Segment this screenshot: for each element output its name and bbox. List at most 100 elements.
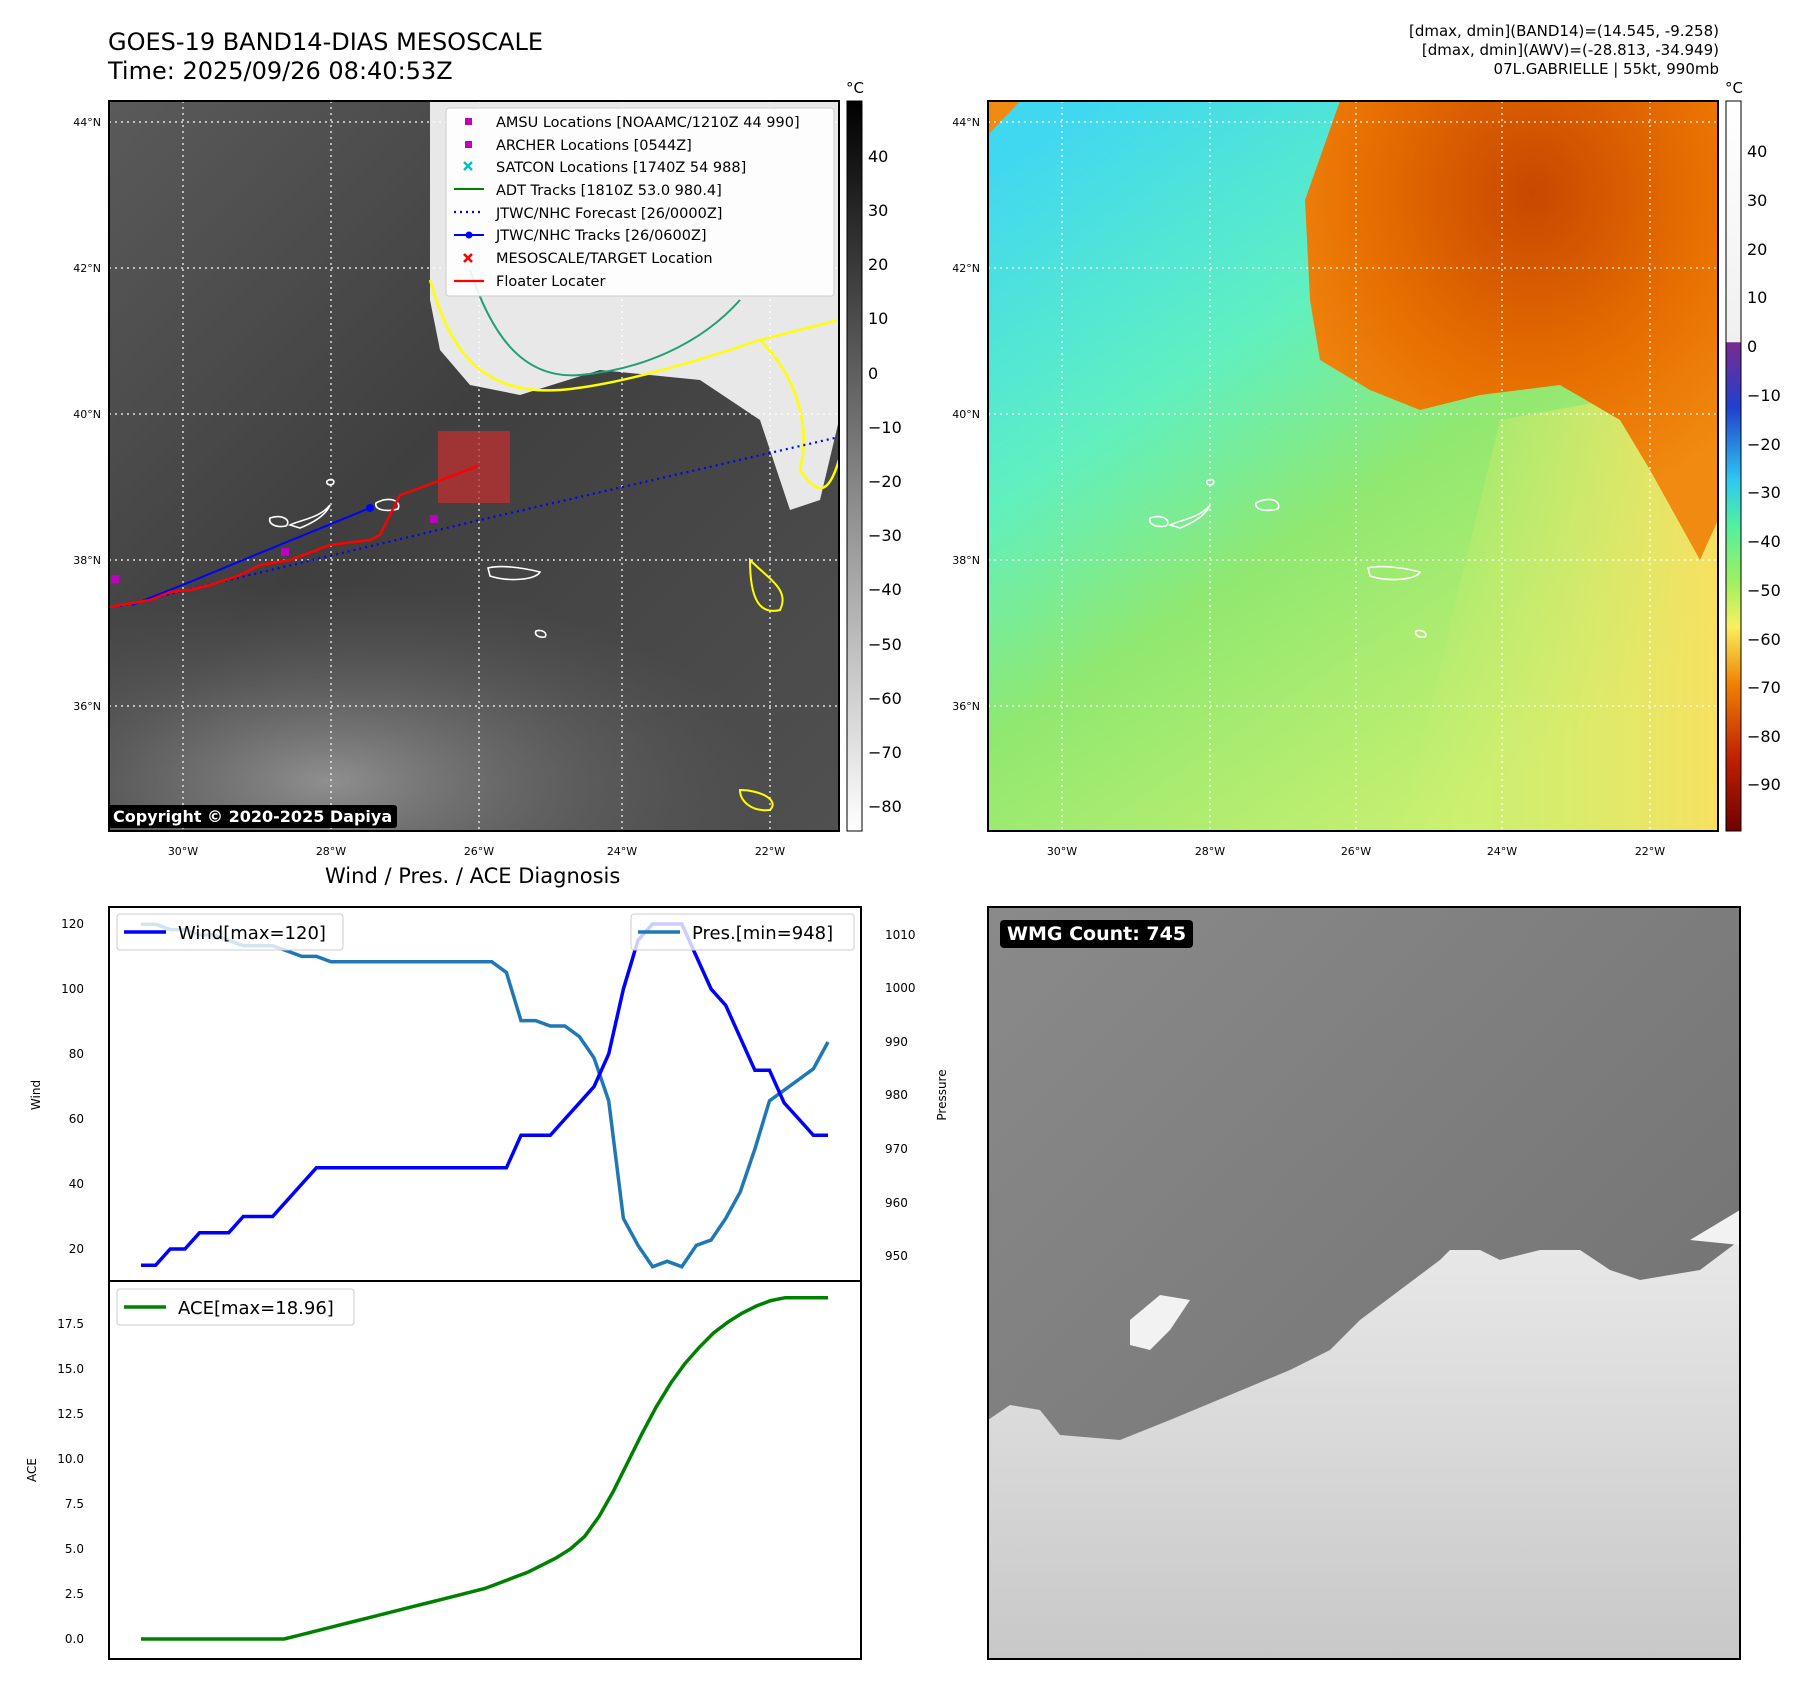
ace-tick: 12.5 [57,1407,84,1421]
ir-colorbar-tick: −10 [868,418,902,437]
wv-colorbar-tick: 20 [1747,240,1767,259]
ace-ticks: 17.5 15.0 12.5 10.0 7.5 5.0 2.5 0.0 [57,1317,84,1646]
ir-frame [108,100,840,832]
ir-lat-tick: 40°N [73,408,101,421]
title-line-2: Time: 2025/09/26 08:40:53Z [108,57,453,85]
ir-colorbar-tick: −20 [868,472,902,491]
ace-axes [108,1280,862,1660]
wv-colorbar-tick: 0 [1747,337,1757,356]
pressure-ticks: 1010 1000 990 980 970 960 950 [885,928,916,1263]
ir-colorbar-tick: 20 [868,255,888,274]
ace-tick: 2.5 [65,1587,84,1601]
wind-tick: 100 [61,982,84,996]
wv-lat-tick: 36°N [952,700,980,713]
title-line-1: GOES-19 BAND14-DIAS MESOSCALE [108,28,544,56]
legend-satcon-x-icon [463,161,473,171]
pressure-tick: 990 [885,1035,908,1049]
legend-label-floater: Floater Locater [496,274,605,290]
wind-legend: Wind[max=120] [116,913,344,951]
wind-axis-label: Wind [29,1080,43,1110]
ir-lat-tick: 38°N [73,554,101,567]
ace-tick: 0.0 [65,1632,84,1646]
ace-legend: ACE[max=18.96] [116,1288,355,1326]
wv-lat-tick: 40°N [952,408,980,421]
info-line-2: [dmax, dmin](AWV)=(-28.813, -34.949) [1421,41,1719,59]
ir-colorbar-tick: 10 [868,309,888,328]
wv-colorbar-tick: −30 [1747,483,1781,502]
wv-colorbar-tick: −50 [1747,581,1781,600]
wv-colorbar-tick: −90 [1747,775,1781,794]
ir-colorbar [846,100,863,832]
ir-lat-tick: 44°N [73,116,101,129]
legend-archer-square-icon [465,141,472,148]
legend-label-adt: ADT Tracks [1810Z 53.0 980.4] [496,183,722,199]
wv-gridlines [988,101,1718,831]
wv-colorbar-tick: −70 [1747,678,1781,697]
wv-colorbar-tick: −40 [1747,532,1781,551]
map-legend: AMSU Locations [NOAAMC/1210Z 44 990] ARC… [445,107,835,297]
wv-lat-tick: 44°N [952,116,980,129]
legend-label-satcon: SATCON Locations [1740Z 54 988] [496,160,746,176]
legend-label-target: MESOSCALE/TARGET Location [496,251,713,267]
pressure-legend-label: Pres.[min=948] [692,923,833,944]
ir-colorbar-tick: 40 [868,147,888,166]
ir-colorbar-tick: −30 [868,526,902,545]
ir-yellow-contour-east [759,339,839,490]
ace-plot [141,1295,828,1641]
wind-series-line [141,922,828,1268]
legend-label-forecast: JTWC/NHC Forecast [26/0000Z] [495,206,722,222]
legend-amsu-square-icon [465,118,472,125]
wv-frame [987,100,1719,832]
ir-colorbar-tick: 30 [868,201,888,220]
pressure-tick: 960 [885,1196,908,1210]
pressure-tick: 950 [885,1249,908,1263]
info-line-3: 07L.GABRIELLE | 55kt, 990mb [1493,60,1719,78]
wmg-panel [988,907,1740,1659]
legend-label-jtwc: JTWC/NHC Tracks [26/0600Z] [495,228,707,244]
jtwc-track-point [366,504,374,512]
legend-jtwc-line-dot-icon [454,231,484,239]
ace-tick: 17.5 [57,1317,84,1331]
ace-tick: 15.0 [57,1362,84,1376]
ir-lon-tick: 26°W [464,845,494,858]
wmg-count-badge: WMG Count: 745 [1000,920,1194,948]
ir-colorbar-ticks: 40 30 20 10 0 −10 −20 −30 −40 −50 −60 −7… [868,147,902,816]
ir-yellow-blob [748,557,784,612]
wind-tick: 40 [69,1177,84,1191]
ir-colorbar-tick: −50 [868,635,902,654]
wind-ticks: 120 100 80 60 40 20 [61,917,84,1256]
archer-marker [281,548,289,556]
wmg-cold-region [988,1240,1740,1659]
diagnosis-title: Wind / Pres. / ACE Diagnosis [325,864,621,888]
wv-colorbar-tick: −60 [1747,630,1781,649]
wv-cold-cloud-shield [1305,101,1718,560]
ir-lon-tick: 22°W [755,845,785,858]
azores-islands [268,478,547,638]
wv-lat-tick: 38°N [952,554,980,567]
ir-lon-tick: 30°W [168,845,198,858]
ir-lat-ticks: 44°N 42°N 40°N 38°N 36°N [73,116,101,713]
ir-colorbar-tick: 0 [868,364,878,383]
ir-green-contour [469,269,741,377]
ir-colorbar-tick: −70 [868,743,902,762]
legend-label-archer: ARCHER Locations [0544Z] [496,138,692,154]
ace-tick: 5.0 [65,1542,84,1556]
wv-lon-tick: 28°W [1195,845,1225,858]
wmg-cold-patch [1130,1295,1190,1350]
wmg-cold-patch-east [1690,1210,1740,1245]
wmg-frame [987,906,1741,1660]
ir-yellow-contour [428,279,839,392]
wind-tick: 60 [69,1112,84,1126]
pressure-tick: 1000 [885,981,916,995]
ir-colorbar-tick: −60 [868,689,902,708]
ir-lat-tick: 36°N [73,700,101,713]
pressure-legend: Pres.[min=948] [630,913,855,951]
wv-colorbar-tick: −10 [1747,386,1781,405]
wv-lat-tick: 42°N [952,262,980,275]
wind-tick: 80 [69,1047,84,1061]
wv-lon-tick: 24°W [1487,845,1517,858]
wind-tick: 20 [69,1242,84,1256]
ace-tick: 10.0 [57,1452,84,1466]
wv-colorbar-tick: 30 [1747,191,1767,210]
